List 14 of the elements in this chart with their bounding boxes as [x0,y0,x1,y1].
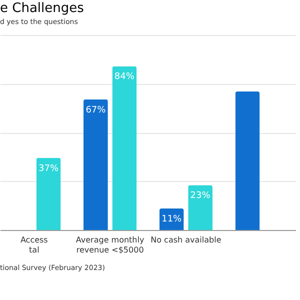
data-label: 84% [114,72,135,82]
bar [235,92,260,230]
data-label: 11% [162,214,182,225]
x-tick-label: Average monthly revenue <$5000 [76,236,144,254]
chart-title: e Challenges [0,1,84,16]
bar [83,99,108,230]
data-label: 23% [190,191,211,202]
x-tick-label: No cash available [150,236,222,244]
bar [36,158,61,230]
bar [188,185,213,230]
data-label: 37% [38,164,59,174]
bar [112,66,137,230]
data-label: 67% [86,105,106,116]
x-tick-label: Access tal [20,236,48,254]
